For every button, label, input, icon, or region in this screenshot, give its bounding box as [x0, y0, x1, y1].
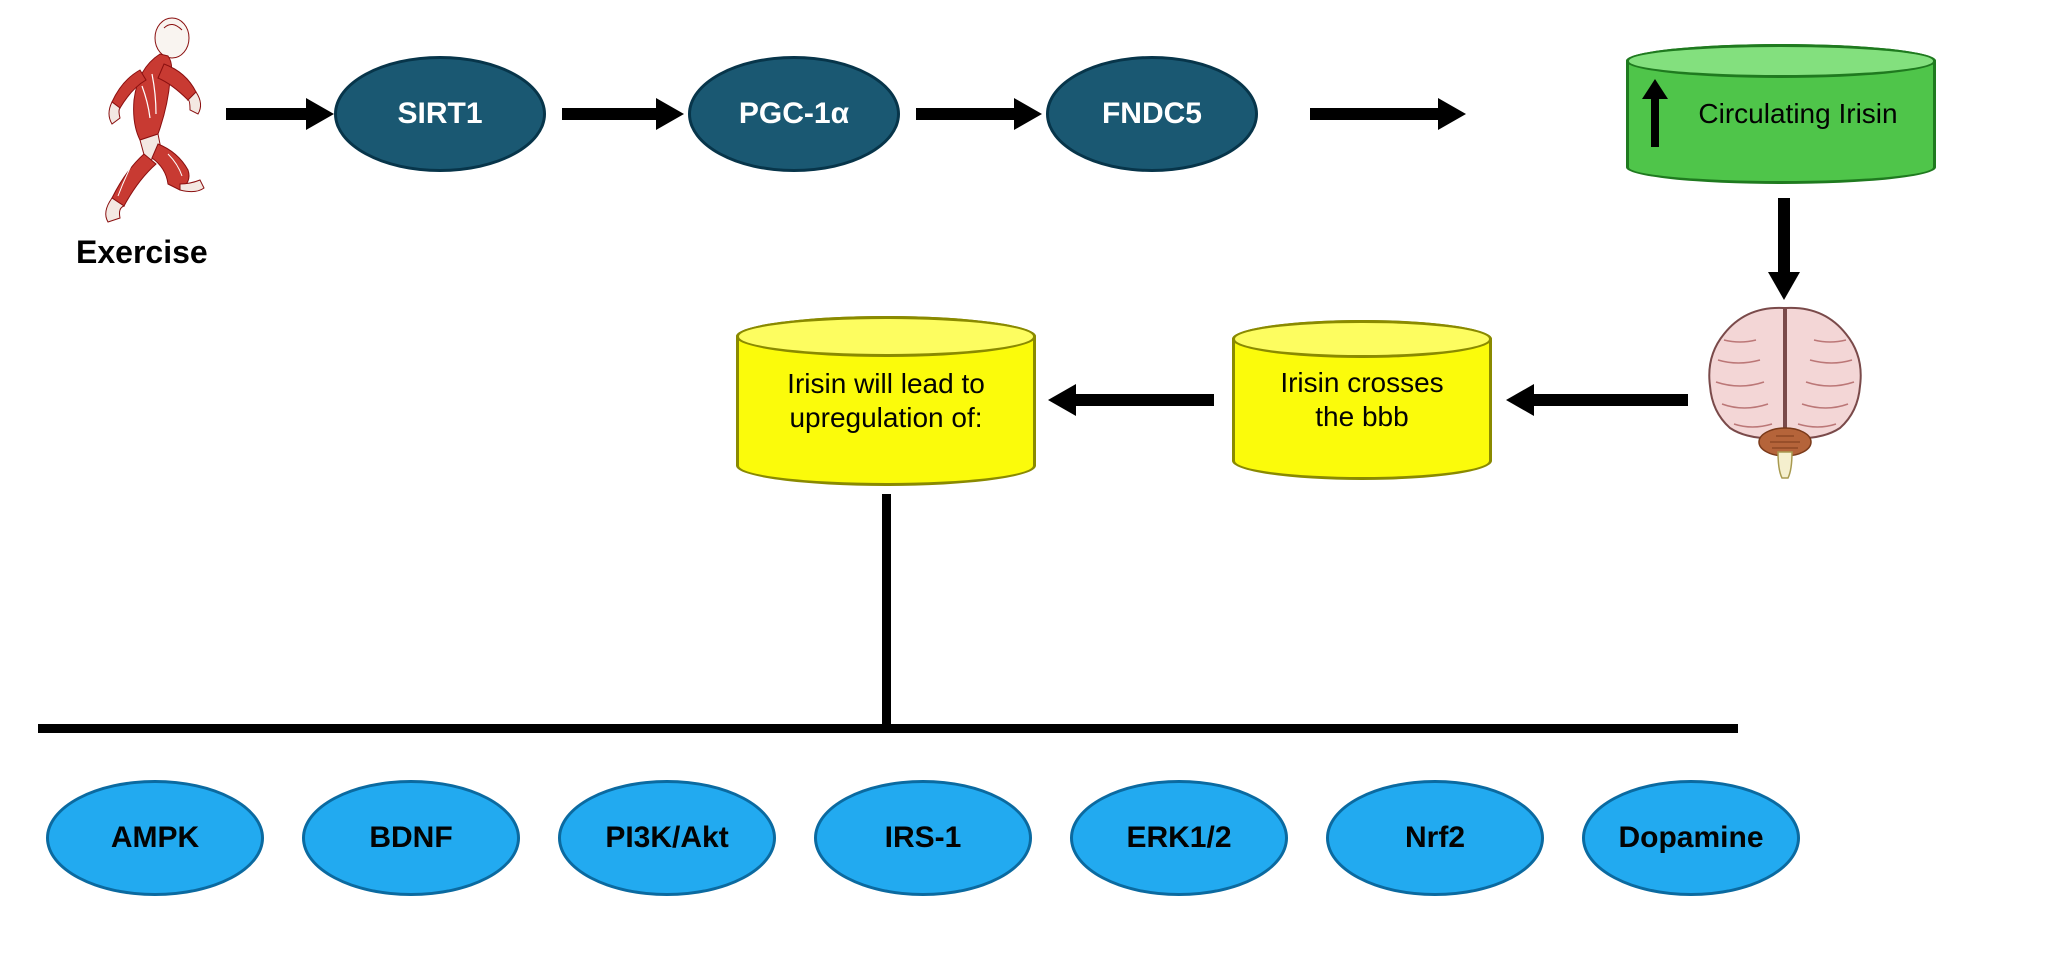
ellipse-pi3k-akt: PI3K/Akt: [558, 780, 776, 896]
arrow-head-icon: [1438, 98, 1466, 130]
cylinder-line2: the bbb: [1280, 400, 1443, 434]
arrow-icon: [562, 108, 658, 120]
arrow-head-icon: [656, 98, 684, 130]
arrow-head-icon: [1506, 384, 1534, 416]
ellipse-label: PI3K/Akt: [605, 821, 728, 855]
cylinder-line2: upregulation of:: [787, 401, 985, 435]
ellipse-dopamine: Dopamine: [1582, 780, 1800, 896]
ellipse-fndc5: FNDC5: [1046, 56, 1258, 172]
ellipse-bdnf: BDNF: [302, 780, 520, 896]
arrow-head-icon: [1768, 272, 1800, 300]
ellipse-irs1: IRS-1: [814, 780, 1032, 896]
arrow-icon: [1532, 394, 1688, 406]
ellipse-label: PGC-1α: [739, 97, 849, 131]
ellipse-label: BDNF: [369, 821, 452, 855]
exercise-label: Exercise: [76, 234, 208, 271]
ellipse-label: AMPK: [111, 821, 199, 855]
arrow-head-icon: [1014, 98, 1042, 130]
brain-icon: [1700, 300, 1870, 480]
cylinder-circulating-irisin: Circulating Irisin: [1626, 44, 1936, 184]
cylinder-line1: Irisin crosses: [1280, 366, 1443, 400]
arrow-head-icon: [306, 98, 334, 130]
ellipse-label: Nrf2: [1405, 821, 1465, 855]
arrow-icon: [1310, 108, 1440, 120]
ellipse-label: FNDC5: [1102, 97, 1202, 131]
ellipse-pgc1a: PGC-1α: [688, 56, 900, 172]
cylinder-irisin-crosses-bbb: Irisin crosses the bbb: [1232, 320, 1492, 480]
arrow-head-icon: [1048, 384, 1076, 416]
ellipse-label: Dopamine: [1618, 821, 1763, 855]
cylinder-label: Circulating Irisin: [1698, 98, 1897, 129]
connector-line: [38, 724, 1738, 733]
ellipse-erk12: ERK1/2: [1070, 780, 1288, 896]
arrow-icon: [1074, 394, 1214, 406]
exercise-figure: [68, 14, 218, 228]
ellipse-nrf2: Nrf2: [1326, 780, 1544, 896]
ellipse-ampk: AMPK: [46, 780, 264, 896]
arrow-icon: [1778, 198, 1790, 274]
arrow-icon: [226, 108, 308, 120]
ellipse-label: ERK1/2: [1126, 821, 1231, 855]
ellipse-label: SIRT1: [397, 97, 482, 131]
arrow-icon: [916, 108, 1016, 120]
ellipse-sirt1: SIRT1: [334, 56, 546, 172]
cylinder-line1: Irisin will lead to: [787, 367, 985, 401]
cylinder-irisin-upregulation: Irisin will lead to upregulation of:: [736, 316, 1036, 486]
connector-line: [882, 494, 891, 728]
ellipse-label: IRS-1: [885, 821, 962, 855]
